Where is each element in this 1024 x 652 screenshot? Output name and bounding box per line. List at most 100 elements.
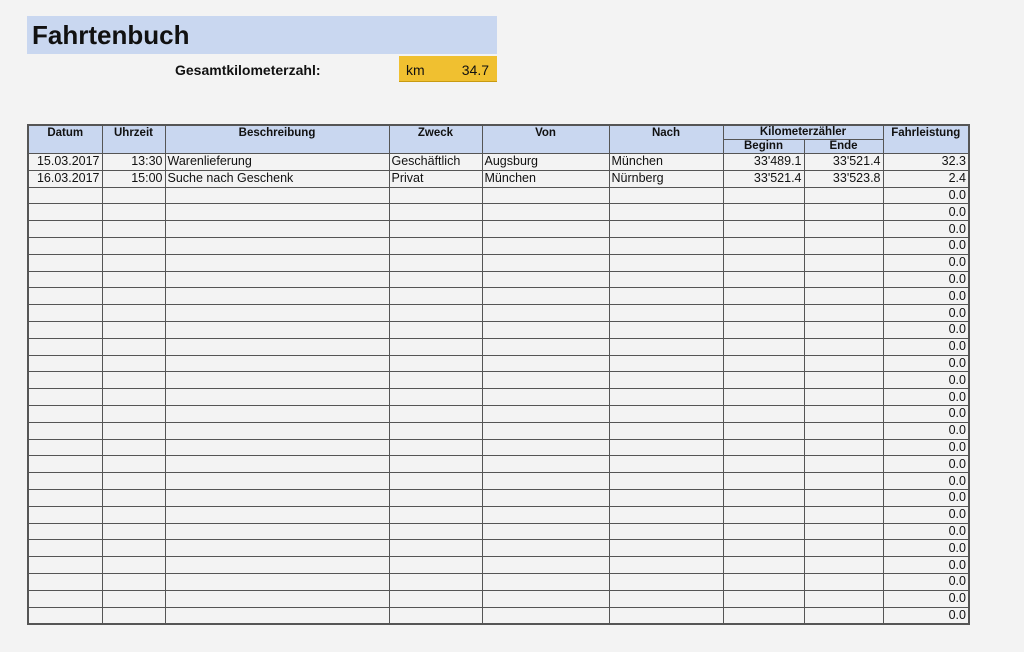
cell-ende[interactable] (803, 522, 884, 541)
cell-von[interactable] (481, 203, 610, 222)
cell-von[interactable] (481, 304, 610, 322)
cell-von[interactable] (481, 354, 610, 373)
cell-beschreibung[interactable] (164, 337, 390, 356)
cell-fahrleistung[interactable]: 0.0 (882, 472, 970, 490)
cell-zweck[interactable] (388, 270, 483, 289)
cell-datum[interactable] (27, 236, 103, 255)
cell-beginn[interactable] (722, 220, 805, 238)
cell-ende[interactable] (803, 203, 884, 222)
cell-ende[interactable] (803, 354, 884, 373)
cell-fahrleistung[interactable]: 0.0 (882, 270, 970, 289)
cell-nach[interactable] (608, 472, 724, 490)
cell-beginn[interactable] (722, 522, 805, 541)
cell-nach[interactable] (608, 371, 724, 390)
cell-datum[interactable] (27, 203, 103, 222)
cell-beginn[interactable] (722, 304, 805, 322)
cell-zweck[interactable] (388, 589, 483, 608)
cell-ende[interactable] (803, 589, 884, 608)
cell-uhrzeit[interactable] (101, 539, 166, 558)
cell-von[interactable] (481, 556, 610, 574)
cell-beginn[interactable] (722, 270, 805, 289)
cell-fahrleistung[interactable]: 0.0 (882, 404, 970, 423)
cell-beschreibung[interactable] (164, 455, 390, 474)
cell-beginn[interactable] (722, 606, 805, 625)
cell-beschreibung[interactable] (164, 304, 390, 322)
cell-beschreibung[interactable] (164, 505, 390, 524)
cell-uhrzeit[interactable] (101, 270, 166, 289)
total-km-cell[interactable]: km 34.7 (399, 56, 497, 82)
cell-von[interactable] (481, 472, 610, 490)
cell-beschreibung[interactable] (164, 320, 390, 339)
cell-nach[interactable] (608, 572, 724, 591)
cell-ende[interactable] (803, 287, 884, 306)
cell-beschreibung[interactable] (164, 472, 390, 490)
cell-von[interactable] (481, 270, 610, 289)
cell-ende[interactable] (803, 472, 884, 490)
cell-datum[interactable] (27, 572, 103, 591)
cell-beschreibung[interactable] (164, 371, 390, 390)
cell-nach[interactable] (608, 556, 724, 574)
cell-beschreibung[interactable] (164, 438, 390, 457)
cell-nach[interactable] (608, 404, 724, 423)
cell-beginn[interactable] (722, 186, 805, 205)
cell-fahrleistung[interactable]: 0.0 (882, 388, 970, 406)
cell-nach[interactable] (608, 287, 724, 306)
cell-datum[interactable]: 16.03.2017 (27, 169, 103, 188)
cell-datum[interactable]: 15.03.2017 (27, 153, 103, 171)
cell-nach[interactable] (608, 488, 724, 507)
cell-uhrzeit[interactable] (101, 488, 166, 507)
cell-fahrleistung[interactable]: 0.0 (882, 236, 970, 255)
cell-uhrzeit[interactable] (101, 354, 166, 373)
cell-datum[interactable] (27, 371, 103, 390)
cell-von[interactable] (481, 522, 610, 541)
cell-datum[interactable] (27, 404, 103, 423)
cell-von[interactable] (481, 320, 610, 339)
cell-uhrzeit[interactable] (101, 505, 166, 524)
cell-nach[interactable] (608, 505, 724, 524)
cell-uhrzeit[interactable] (101, 455, 166, 474)
cell-datum[interactable] (27, 488, 103, 507)
cell-von[interactable] (481, 253, 610, 272)
cell-ende[interactable] (803, 304, 884, 322)
cell-ende[interactable] (803, 438, 884, 457)
cell-beginn[interactable] (722, 388, 805, 406)
cell-von[interactable]: München (481, 169, 610, 188)
cell-von[interactable] (481, 220, 610, 238)
cell-zweck[interactable] (388, 320, 483, 339)
cell-zweck[interactable] (388, 253, 483, 272)
cell-nach[interactable] (608, 320, 724, 339)
cell-ende[interactable] (803, 404, 884, 423)
cell-zweck[interactable] (388, 337, 483, 356)
cell-beschreibung[interactable] (164, 220, 390, 238)
cell-ende[interactable] (803, 488, 884, 507)
cell-fahrleistung[interactable]: 0.0 (882, 371, 970, 390)
cell-nach[interactable] (608, 522, 724, 541)
cell-ende[interactable] (803, 320, 884, 339)
cell-datum[interactable] (27, 438, 103, 457)
cell-zweck[interactable] (388, 606, 483, 625)
cell-datum[interactable] (27, 589, 103, 608)
cell-datum[interactable] (27, 186, 103, 205)
cell-ende[interactable] (803, 253, 884, 272)
cell-beschreibung[interactable] (164, 203, 390, 222)
cell-beginn[interactable] (722, 337, 805, 356)
cell-uhrzeit[interactable] (101, 421, 166, 440)
cell-ende[interactable] (803, 421, 884, 440)
cell-uhrzeit[interactable] (101, 589, 166, 608)
cell-beschreibung[interactable] (164, 572, 390, 591)
cell-fahrleistung[interactable]: 0.0 (882, 589, 970, 608)
cell-fahrleistung[interactable]: 0.0 (882, 337, 970, 356)
cell-beginn[interactable]: 33'489.1 (722, 153, 805, 171)
cell-datum[interactable] (27, 421, 103, 440)
cell-nach[interactable] (608, 589, 724, 608)
cell-beschreibung[interactable] (164, 488, 390, 507)
cell-nach[interactable] (608, 270, 724, 289)
cell-beginn[interactable] (722, 354, 805, 373)
cell-fahrleistung[interactable]: 0.0 (882, 572, 970, 591)
cell-nach[interactable] (608, 606, 724, 625)
cell-beginn[interactable] (722, 371, 805, 390)
cell-beschreibung[interactable] (164, 606, 390, 625)
cell-uhrzeit[interactable] (101, 203, 166, 222)
cell-beginn[interactable] (722, 488, 805, 507)
cell-nach[interactable] (608, 455, 724, 474)
